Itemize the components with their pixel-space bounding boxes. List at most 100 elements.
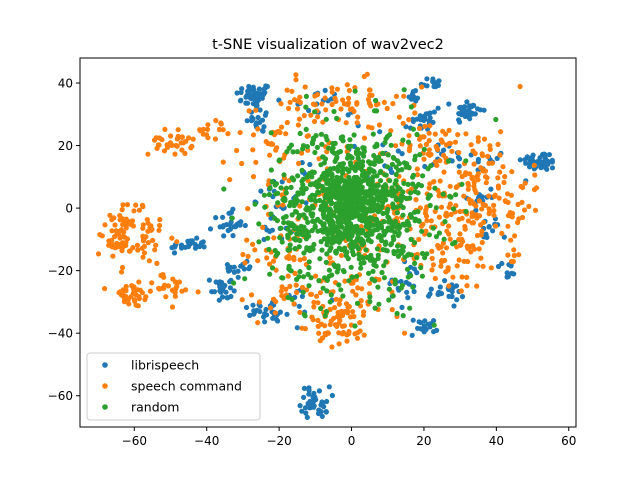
data-point	[293, 282, 299, 288]
data-point	[327, 181, 333, 188]
data-point	[468, 142, 474, 148]
data-point	[482, 168, 489, 174]
data-point	[414, 131, 420, 138]
data-point	[323, 308, 330, 315]
data-point	[308, 112, 314, 118]
legend-label: librispeech	[131, 358, 199, 373]
data-point	[366, 270, 372, 276]
data-point	[468, 152, 474, 158]
data-point	[521, 207, 528, 213]
data-point	[386, 297, 392, 303]
data-point	[440, 240, 446, 246]
data-point	[286, 253, 292, 259]
data-point	[242, 260, 248, 266]
data-point	[237, 129, 243, 136]
data-point	[475, 156, 481, 163]
data-point	[389, 307, 395, 313]
data-point	[487, 146, 493, 152]
data-point	[370, 268, 376, 274]
data-point	[331, 150, 337, 156]
data-point	[517, 83, 523, 90]
data-point	[309, 192, 315, 198]
data-point	[357, 328, 363, 334]
data-point	[450, 206, 457, 212]
data-point	[335, 266, 341, 272]
data-point	[272, 215, 278, 221]
data-point	[342, 178, 348, 184]
data-point	[400, 313, 406, 319]
data-point	[361, 146, 367, 153]
data-point	[322, 87, 328, 93]
data-point	[463, 131, 469, 137]
data-point	[442, 278, 448, 284]
data-point	[446, 204, 452, 210]
data-point	[426, 185, 432, 191]
data-point	[492, 193, 498, 199]
data-point	[456, 169, 462, 175]
data-point	[192, 241, 198, 247]
data-point	[169, 235, 175, 241]
data-point	[333, 296, 339, 302]
data-point	[334, 86, 341, 92]
data-point	[344, 82, 350, 88]
data-point	[242, 276, 248, 282]
data-point	[493, 116, 499, 123]
data-point	[169, 142, 175, 148]
data-point	[281, 220, 287, 226]
data-point	[185, 244, 191, 250]
data-point	[314, 293, 320, 299]
data-point	[479, 151, 485, 157]
data-point	[303, 104, 309, 110]
data-point	[406, 133, 412, 139]
data-point	[351, 164, 357, 170]
data-point	[389, 161, 395, 167]
data-point	[436, 78, 442, 84]
data-point	[431, 83, 437, 90]
data-point	[336, 330, 342, 336]
data-point	[447, 236, 453, 242]
data-point	[469, 111, 475, 117]
data-point	[308, 211, 314, 217]
data-point	[441, 169, 447, 175]
data-point	[371, 262, 377, 268]
data-point	[459, 274, 465, 280]
data-point	[386, 286, 392, 292]
data-point	[273, 252, 279, 258]
data-point	[235, 268, 241, 274]
data-point	[422, 255, 428, 261]
data-point	[267, 152, 273, 158]
data-point	[375, 255, 381, 262]
data-point	[295, 122, 301, 128]
data-point	[367, 280, 373, 286]
data-point	[257, 107, 263, 113]
data-point	[456, 111, 462, 117]
data-point	[478, 255, 484, 261]
data-point	[358, 260, 364, 267]
data-point	[320, 285, 326, 291]
data-point	[334, 115, 340, 121]
data-point	[301, 256, 307, 262]
data-point	[412, 88, 419, 94]
data-point	[517, 157, 523, 163]
data-point	[378, 169, 384, 175]
data-point	[139, 202, 146, 208]
data-point	[307, 161, 313, 168]
data-point	[351, 213, 357, 219]
data-point	[333, 225, 340, 232]
data-point	[369, 92, 375, 98]
data-point	[388, 241, 395, 247]
data-point	[403, 195, 409, 202]
data-point	[206, 277, 212, 283]
data-point	[455, 132, 461, 138]
data-point	[218, 121, 224, 127]
data-point	[358, 265, 364, 271]
data-point	[248, 292, 255, 298]
data-point	[341, 323, 347, 329]
data-point	[419, 228, 425, 234]
data-point	[241, 266, 247, 272]
data-point	[346, 304, 352, 310]
data-point	[377, 129, 383, 135]
data-point	[420, 173, 426, 179]
data-point	[469, 104, 475, 110]
